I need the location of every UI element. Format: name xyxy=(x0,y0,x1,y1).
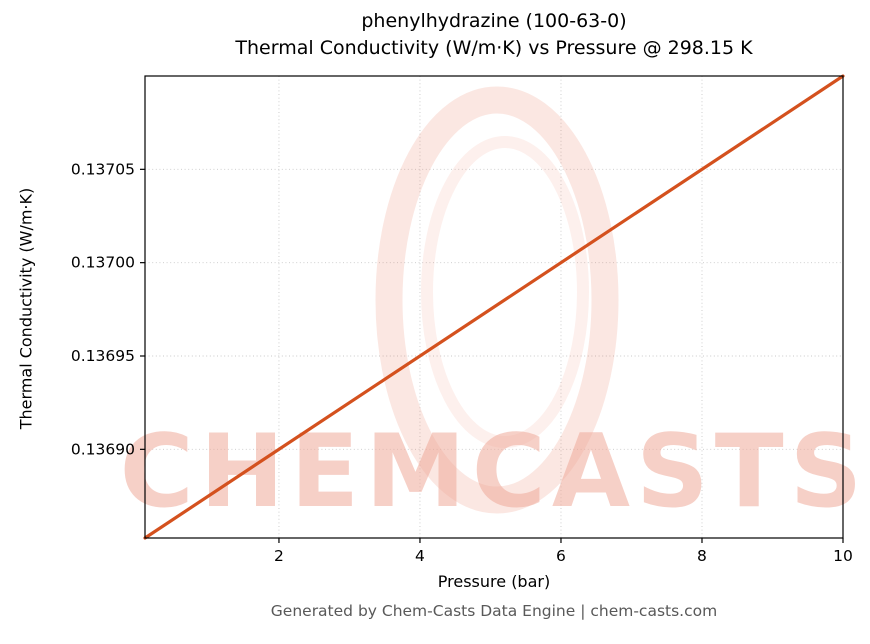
x-axis-label: Pressure (bar) xyxy=(437,572,551,591)
watermark-ring-icon xyxy=(375,86,619,514)
chart-title-block: phenylhydrazine (100-63-0) Thermal Condu… xyxy=(145,8,843,62)
chart-title: phenylhydrazine (100-63-0) xyxy=(361,10,627,32)
y-tick-label: 0.13690 xyxy=(71,440,135,458)
x-tick-label: 10 xyxy=(833,547,853,565)
y-axis-label: Thermal Conductivity (W/m·K) xyxy=(16,187,36,430)
data-line xyxy=(143,74,845,540)
watermark-text: CHEMCASTS xyxy=(120,412,869,530)
y-tick-label: 0.13695 xyxy=(71,347,135,365)
chart-subtitle: Thermal Conductivity (W/m·K) vs Pressure… xyxy=(235,37,753,59)
x-tick-label: 4 xyxy=(415,547,425,565)
footer-credit: Generated by Chem-Casts Data Engine | ch… xyxy=(270,602,718,620)
x-tick-label: 2 xyxy=(274,547,284,565)
plot-border xyxy=(144,75,844,539)
y-tick-label: 0.13705 xyxy=(71,160,135,178)
y-tick-label: 0.13700 xyxy=(71,254,135,272)
x-tick-label: 6 xyxy=(556,547,566,565)
x-tick-label: 8 xyxy=(697,547,707,565)
watermark-ring-inner-icon xyxy=(421,136,589,448)
